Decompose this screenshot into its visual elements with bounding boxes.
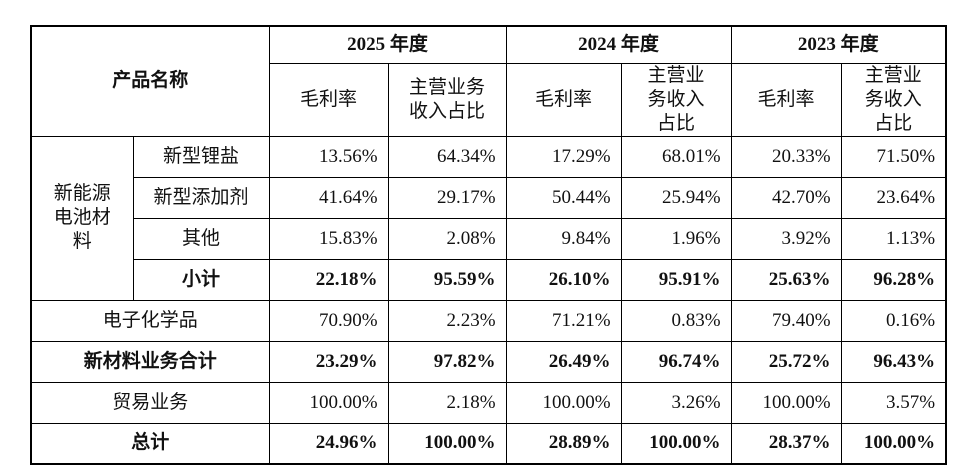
value-cell: 1.96% [620, 217, 732, 260]
value-cell: 42.70% [730, 176, 842, 219]
table-row: 新材料业务合计 23.29% 97.82% 26.49% 96.74% 25.72% 96.… [30, 340, 947, 383]
value-cell: 0.83% [620, 299, 732, 342]
value-cell: 20.33% [730, 135, 842, 178]
value-cell: 50.44% [505, 176, 622, 219]
value-cell: 25.94% [620, 176, 732, 219]
value-cell: 26.49% [505, 340, 622, 383]
value-cell: 3.57% [840, 381, 947, 424]
table-row: 贸易业务 100.00% 2.18% 100.00% 3.26% 100.00% 3.57% [30, 381, 947, 424]
value-cell: 3.26% [620, 381, 732, 424]
row-label: 总计 [30, 422, 270, 465]
value-cell: 25.63% [730, 258, 842, 301]
value-cell: 28.37% [730, 422, 842, 465]
group-label: 新能源电池材料 [30, 135, 134, 301]
value-cell: 95.59% [387, 258, 507, 301]
value-cell: 71.21% [505, 299, 622, 342]
value-cell: 23.64% [840, 176, 947, 219]
metric-header: 主营业务收入占比 [620, 62, 732, 137]
value-cell: 95.91% [620, 258, 732, 301]
table-row: 新能源电池材料 新型锂盐 13.56% 64.34% 17.29% 68.01% 20.33… [30, 135, 947, 301]
value-cell: 100.00% [730, 381, 842, 424]
row-label: 贸易业务 [30, 381, 270, 424]
value-cell: 9.84% [505, 217, 622, 260]
value-cell: 0.16% [840, 299, 947, 342]
value-cell: 96.28% [840, 258, 947, 301]
value-cell: 100.00% [387, 422, 507, 465]
value-cell: 17.29% [505, 135, 622, 178]
value-cell: 96.43% [840, 340, 947, 383]
table-row: 电子化学品 70.90% 2.23% 71.21% 0.83% 79.40% 0.16% [30, 299, 947, 342]
header-cell: 产品名称 [30, 25, 270, 137]
row-label: 新材料业务合计 [30, 340, 270, 383]
value-cell: 15.83% [268, 217, 389, 260]
year-header: 2025 年度 [268, 25, 507, 64]
value-cell: 13.56% [268, 135, 389, 178]
metric-header: 主营业务收入占比 [387, 62, 507, 137]
value-cell: 3.92% [730, 217, 842, 260]
row-label: 其他 [132, 217, 270, 260]
value-cell: 100.00% [505, 381, 622, 424]
value-cell: 24.96% [268, 422, 389, 465]
value-cell: 29.17% [387, 176, 507, 219]
metric-header: 主营业务收入占比 [840, 62, 947, 137]
row-label: 电子化学品 [30, 299, 270, 342]
metric-header: 毛利率 [268, 62, 389, 137]
value-cell: 2.18% [387, 381, 507, 424]
row-label: 新型添加剂 [132, 176, 270, 219]
table-row: 新型添加剂 41.64% 29.17% 50.44% 25.94% 42.70% 23.64… [31, 176, 947, 219]
value-cell: 25.72% [730, 340, 842, 383]
value-cell: 41.64% [268, 176, 389, 219]
value-cell: 2.08% [387, 217, 507, 260]
table-row: 产品名称 2025 年度 2024 年度 2023 年度 [30, 25, 947, 137]
financial-table: 产品名称 2025 年度 2024 年度 2023 年度 毛利率 主营业务收入占比 毛利率主… [30, 25, 948, 465]
value-cell: 100.00% [840, 422, 947, 465]
value-cell: 68.01% [620, 135, 732, 178]
value-cell: 97.82% [387, 340, 507, 383]
table-body: 产品名称 2025 年度 2024 年度 2023 年度 毛利率 主营业务收入占比 毛利率主… [30, 25, 947, 465]
value-cell: 64.34% [387, 135, 507, 178]
value-cell: 2.23% [387, 299, 507, 342]
value-cell: 70.90% [268, 299, 389, 342]
value-cell: 26.10% [505, 258, 622, 301]
value-cell: 79.40% [730, 299, 842, 342]
value-cell: 28.89% [505, 422, 622, 465]
table-row: 总计 24.96% 100.00% 28.89% 100.00% 28.37% 100.00… [30, 422, 947, 465]
value-cell: 100.00% [268, 381, 389, 424]
value-cell: 71.50% [840, 135, 947, 178]
value-cell: 22.18% [268, 258, 389, 301]
table-row: 毛利率 主营业务收入占比 毛利率 主营业务收入占比 毛利率 主营业务收入占比 [31, 62, 947, 137]
metric-header: 毛利率 [505, 62, 622, 137]
metric-header: 毛利率 [730, 62, 842, 137]
year-header: 2023 年度 [730, 25, 947, 64]
year-header: 2024 年度 [505, 25, 732, 64]
row-label: 小计 [132, 258, 270, 301]
row-label: 新型锂盐 [132, 135, 270, 178]
value-cell: 1.13% [840, 217, 947, 260]
value-cell: 96.74% [620, 340, 732, 383]
value-cell: 100.00% [620, 422, 732, 465]
table-row: 其他 15.83% 2.08% 9.84% 1.96% 3.92% 1.13% [31, 217, 947, 260]
value-cell: 23.29% [268, 340, 389, 383]
table-row: 小计 22.18% 95.59% 26.10% 95.91% 25.63% 96.28% [31, 258, 947, 301]
